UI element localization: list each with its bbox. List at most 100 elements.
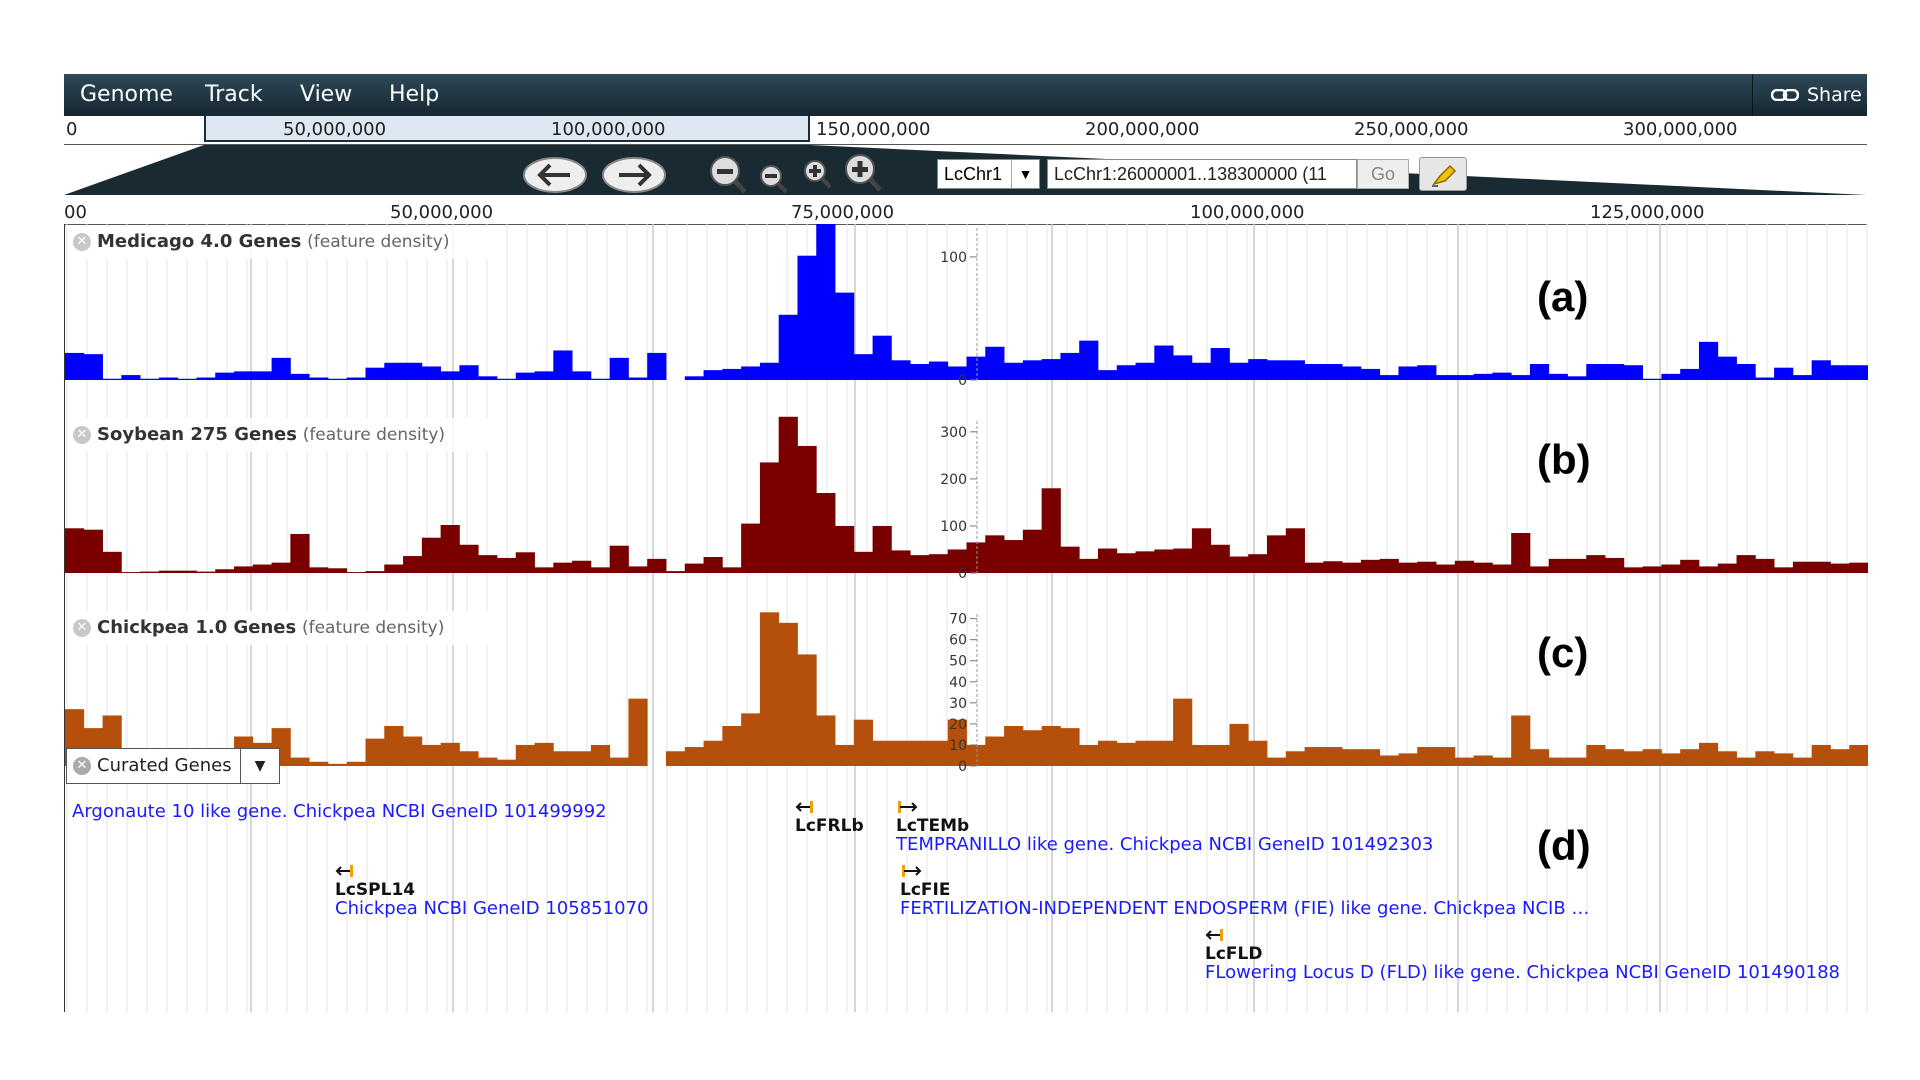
density-bar: [1830, 365, 1850, 380]
density-bar: [966, 744, 986, 766]
zoom-in-small-icon[interactable]: [802, 158, 832, 190]
density-bar: [1248, 359, 1268, 380]
gene-name-lctemb[interactable]: LcTEMb: [896, 816, 970, 836]
y-axis-label: 0: [958, 566, 967, 582]
density-bar: [1285, 528, 1305, 573]
track-label-medicago[interactable]: ✕ Medicago 4.0 Genes (feature density): [69, 225, 496, 259]
density-bar: [553, 751, 573, 766]
zoom-out-large-icon[interactable]: [708, 154, 748, 196]
density-bar: [384, 362, 404, 380]
density-bar: [703, 557, 723, 573]
density-bar: [215, 372, 235, 380]
menu-track[interactable]: Track: [205, 82, 263, 107]
track-label-curated[interactable]: ✕ Curated Genes ▼: [66, 748, 280, 784]
gene-glyph-lcfld[interactable]: [1205, 928, 1227, 942]
gene-desc-lcfie[interactable]: FERTILIZATION-INDEPENDENT ENDOSPERM (FIE…: [900, 898, 1590, 919]
density-bar: [1774, 367, 1794, 380]
density-bar: [910, 555, 930, 573]
gene-glyph-lcfrlb[interactable]: [795, 800, 817, 814]
density-bar: [1661, 373, 1681, 380]
density-bar: [365, 738, 385, 766]
menu-genome[interactable]: Genome: [80, 82, 173, 107]
close-icon[interactable]: ✕: [73, 757, 91, 775]
gene-desc-lcfld[interactable]: FLowering Locus D (FLD) like gene. Chick…: [1205, 962, 1840, 983]
density-bar: [365, 367, 385, 380]
y-axis-label: 100: [940, 519, 967, 535]
density-bar: [1717, 751, 1737, 766]
density-bar: [741, 523, 761, 573]
density-bar: [1849, 562, 1868, 573]
close-icon[interactable]: ✕: [73, 426, 91, 444]
y-axis-label: 40: [949, 675, 967, 691]
density-bar: [440, 742, 460, 766]
density-bar: [534, 742, 554, 766]
density-bar: [1304, 364, 1324, 380]
density-bar: [1849, 365, 1868, 380]
density-bar: [478, 757, 498, 766]
density-bar: [271, 562, 291, 573]
overview-tick: 250,000,000: [1354, 119, 1469, 140]
density-bar: [1342, 749, 1362, 766]
overview-tick: 200,000,000: [1085, 119, 1200, 140]
density-bar: [1248, 554, 1268, 573]
gene-glyph-lctemb[interactable]: [896, 800, 918, 814]
density-bar: [1548, 373, 1568, 380]
zoom-out-small-icon[interactable]: [758, 163, 788, 195]
density-bar: [1680, 749, 1700, 766]
chromosome-select[interactable]: LcChr1 ▼: [937, 159, 1040, 189]
track-menu-dropdown[interactable]: ▼: [240, 749, 279, 783]
density-bar: [966, 542, 986, 573]
density-bar: [891, 360, 911, 380]
density-bar: [741, 713, 761, 766]
share-button[interactable]: Share: [1752, 74, 1867, 116]
menu-view[interactable]: View: [300, 82, 353, 107]
density-bar: [1342, 366, 1362, 380]
ruler-tick: 50,000,000: [390, 202, 494, 223]
gene-glyph-lcfie[interactable]: [900, 864, 922, 878]
density-bar: [1792, 561, 1813, 573]
density-bar: [1417, 747, 1437, 766]
pan-right-button[interactable]: [601, 156, 667, 194]
zoom-in-large-icon[interactable]: [843, 152, 883, 194]
highlight-button[interactable]: [1419, 157, 1467, 191]
density-bar: [1041, 726, 1061, 766]
location-input[interactable]: [1047, 159, 1357, 189]
density-bar: [835, 744, 855, 766]
gene-name-lcfld[interactable]: LcFLD: [1205, 944, 1263, 964]
density-bar: [647, 352, 667, 380]
density-bar: [234, 566, 254, 573]
density-bar: [534, 371, 554, 380]
gene-desc-lcspl14[interactable]: Chickpea NCBI GeneID 105851070: [335, 898, 649, 919]
density-bar: [835, 292, 855, 380]
gene-desc-argonaute[interactable]: Argonaute 10 like gene. Chickpea NCBI Ge…: [72, 801, 607, 822]
pan-left-button[interactable]: [522, 156, 588, 194]
density-bar: [853, 551, 873, 573]
gene-name-lcfrlb[interactable]: LcFRLb: [795, 816, 864, 836]
density-bar: [1398, 753, 1418, 766]
track-label-chickpea[interactable]: ✕ Chickpea 1.0 Genes (feature density): [69, 611, 491, 645]
track-label-soybean[interactable]: ✕ Soybean 275 Genes (feature density): [69, 418, 492, 452]
density-bar: [1041, 488, 1061, 573]
density-bar: [666, 751, 686, 766]
density-bar: [1248, 740, 1268, 766]
density-bar: [440, 525, 460, 573]
close-icon[interactable]: ✕: [73, 619, 91, 637]
overview-highlight[interactable]: [204, 116, 810, 142]
menu-help[interactable]: Help: [389, 82, 440, 107]
density-bar: [985, 535, 1005, 573]
overview-scale[interactable]: 0 50,000,000 100,000,000 150,000,000 200…: [64, 116, 1867, 145]
density-bar: [684, 747, 704, 766]
density-bar: [83, 529, 103, 573]
density-bar: [1511, 715, 1531, 766]
density-bar: [215, 569, 235, 573]
density-bar: [1323, 364, 1343, 380]
density-bar: [1210, 744, 1230, 766]
gene-desc-lctemb[interactable]: TEMPRANILLO like gene. Chickpea NCBI Gen…: [896, 834, 1434, 855]
gene-name-lcfie[interactable]: LcFIE: [900, 880, 951, 900]
close-icon[interactable]: ✕: [73, 233, 91, 251]
gene-name-lcspl14[interactable]: LcSPL14: [335, 880, 416, 900]
highlighter-icon: [1432, 164, 1457, 187]
gene-glyph-lcspl14[interactable]: [335, 864, 357, 878]
go-button[interactable]: Go: [1357, 159, 1409, 189]
y-axis-label: 70: [949, 612, 967, 628]
